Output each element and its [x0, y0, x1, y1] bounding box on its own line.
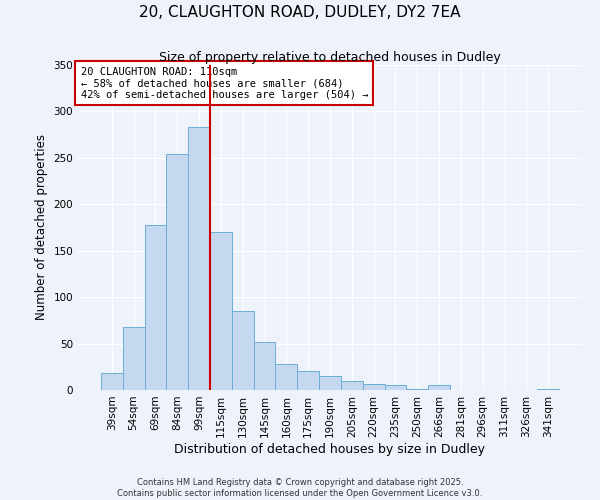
Bar — [297, 370, 319, 390]
Bar — [101, 374, 123, 390]
Bar — [341, 380, 363, 390]
Bar — [537, 389, 559, 390]
Text: 20 CLAUGHTON ROAD: 110sqm
← 58% of detached houses are smaller (684)
42% of semi: 20 CLAUGHTON ROAD: 110sqm ← 58% of detac… — [80, 66, 368, 100]
Bar — [232, 311, 254, 390]
Bar — [123, 327, 145, 390]
X-axis label: Distribution of detached houses by size in Dudley: Distribution of detached houses by size … — [175, 442, 485, 456]
Text: Contains HM Land Registry data © Crown copyright and database right 2025.
Contai: Contains HM Land Registry data © Crown c… — [118, 478, 482, 498]
Bar — [428, 386, 450, 390]
Bar — [275, 364, 297, 390]
Bar — [188, 127, 210, 390]
Bar — [145, 224, 166, 390]
Bar — [385, 386, 406, 390]
Bar — [166, 154, 188, 390]
Text: 20, CLAUGHTON ROAD, DUDLEY, DY2 7EA: 20, CLAUGHTON ROAD, DUDLEY, DY2 7EA — [139, 5, 461, 20]
Bar — [406, 389, 428, 390]
Bar — [319, 376, 341, 390]
Title: Size of property relative to detached houses in Dudley: Size of property relative to detached ho… — [159, 51, 501, 64]
Bar — [254, 342, 275, 390]
Bar — [210, 232, 232, 390]
Bar — [363, 384, 385, 390]
Y-axis label: Number of detached properties: Number of detached properties — [35, 134, 48, 320]
